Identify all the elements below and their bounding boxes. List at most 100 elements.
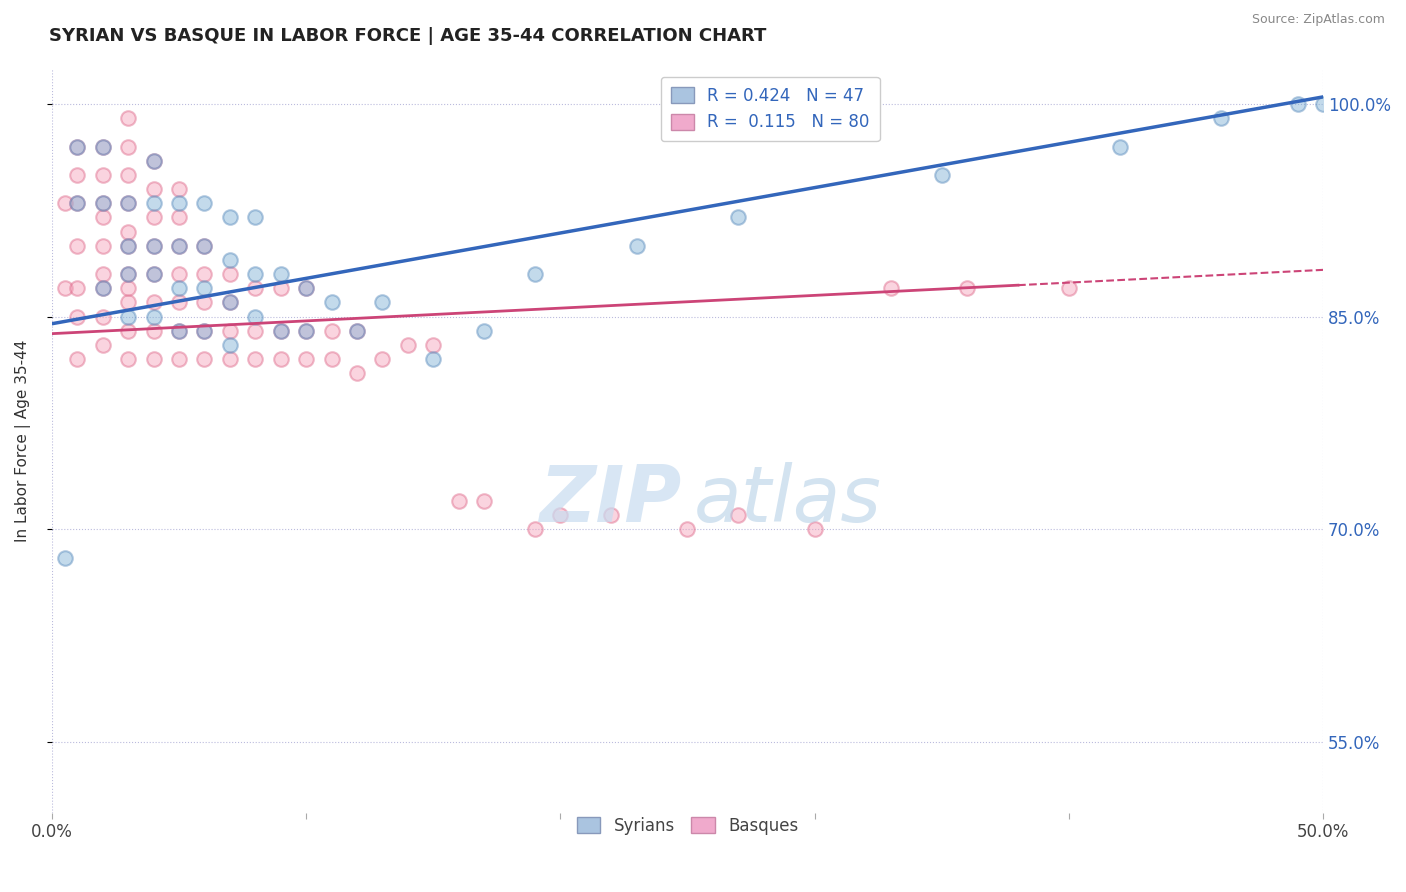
Point <box>167 324 190 338</box>
Point <box>193 239 215 253</box>
Point <box>218 295 240 310</box>
Point <box>727 508 749 523</box>
Point <box>218 352 240 367</box>
Text: SYRIAN VS BASQUE IN LABOR FORCE | AGE 35-44 CORRELATION CHART: SYRIAN VS BASQUE IN LABOR FORCE | AGE 35… <box>49 27 766 45</box>
Point <box>193 324 215 338</box>
Point <box>66 168 89 182</box>
Point <box>117 310 139 324</box>
Point <box>193 281 215 295</box>
Point <box>91 281 114 295</box>
Point <box>91 196 114 211</box>
Point <box>1312 97 1334 112</box>
Point <box>218 324 240 338</box>
Point <box>117 196 139 211</box>
Point <box>346 367 368 381</box>
Point <box>91 239 114 253</box>
Point <box>295 281 318 295</box>
Point <box>167 239 190 253</box>
Point <box>117 324 139 338</box>
Point <box>245 324 267 338</box>
Point <box>167 211 190 225</box>
Point <box>167 267 190 281</box>
Point <box>727 211 749 225</box>
Point <box>142 324 165 338</box>
Point <box>66 310 89 324</box>
Point <box>142 239 165 253</box>
Point <box>396 338 419 352</box>
Point <box>117 239 139 253</box>
Point <box>66 196 89 211</box>
Point <box>117 225 139 239</box>
Point <box>91 267 114 281</box>
Point <box>1057 281 1080 295</box>
Point <box>91 139 114 153</box>
Point <box>91 139 114 153</box>
Point <box>245 267 267 281</box>
Point <box>321 324 343 338</box>
Point <box>53 196 76 211</box>
Point <box>422 338 444 352</box>
Point <box>91 211 114 225</box>
Point <box>66 239 89 253</box>
Point <box>167 239 190 253</box>
Text: atlas: atlas <box>693 462 882 538</box>
Point <box>523 522 546 536</box>
Point <box>371 295 394 310</box>
Point <box>142 196 165 211</box>
Point <box>245 352 267 367</box>
Point <box>371 352 394 367</box>
Point <box>270 352 292 367</box>
Point <box>218 252 240 267</box>
Point <box>270 281 292 295</box>
Point <box>142 267 165 281</box>
Point <box>295 324 318 338</box>
Point <box>66 139 89 153</box>
Point <box>193 267 215 281</box>
Point <box>956 281 979 295</box>
Point <box>117 352 139 367</box>
Point <box>66 196 89 211</box>
Point <box>472 324 495 338</box>
Point <box>66 281 89 295</box>
Point <box>803 522 825 536</box>
Point <box>1108 139 1130 153</box>
Point <box>142 239 165 253</box>
Point <box>270 267 292 281</box>
Point <box>91 281 114 295</box>
Point <box>91 196 114 211</box>
Text: Source: ZipAtlas.com: Source: ZipAtlas.com <box>1251 13 1385 27</box>
Point <box>142 153 165 168</box>
Point <box>117 168 139 182</box>
Point <box>270 324 292 338</box>
Point <box>142 267 165 281</box>
Point <box>117 281 139 295</box>
Point <box>422 352 444 367</box>
Point <box>295 352 318 367</box>
Point <box>193 239 215 253</box>
Point <box>167 352 190 367</box>
Point <box>117 196 139 211</box>
Point <box>53 281 76 295</box>
Point <box>245 281 267 295</box>
Point <box>295 324 318 338</box>
Point <box>167 196 190 211</box>
Point <box>447 494 470 508</box>
Point <box>142 211 165 225</box>
Point <box>117 267 139 281</box>
Point <box>1286 97 1309 112</box>
Point <box>117 139 139 153</box>
Point <box>295 281 318 295</box>
Point <box>346 324 368 338</box>
Point <box>931 168 953 182</box>
Point <box>218 267 240 281</box>
Point <box>676 522 699 536</box>
Point <box>193 196 215 211</box>
Point <box>218 338 240 352</box>
Point <box>167 182 190 196</box>
Point <box>117 267 139 281</box>
Point <box>117 239 139 253</box>
Point <box>218 211 240 225</box>
Point <box>245 310 267 324</box>
Point <box>193 352 215 367</box>
Point <box>193 295 215 310</box>
